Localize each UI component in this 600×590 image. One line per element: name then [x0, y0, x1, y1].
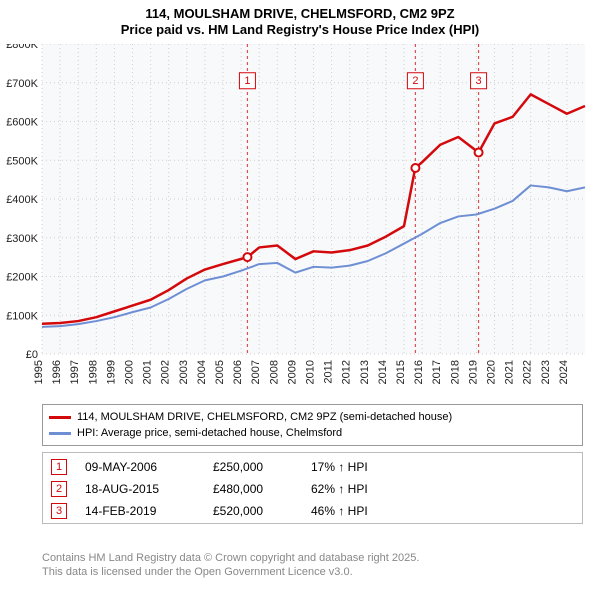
svg-text:2008: 2008 [268, 360, 280, 384]
attribution-footer: Contains HM Land Registry data © Crown c… [42, 552, 419, 580]
events-table: 1 09-MAY-2006 £250,000 17% ↑ HPI 2 18-AUG-201… [42, 452, 583, 524]
svg-text:2018: 2018 [449, 360, 461, 384]
svg-text:2009: 2009 [286, 360, 298, 384]
svg-text:3: 3 [476, 75, 482, 87]
title-line-2: Price paid vs. HM Land Registry's House … [0, 22, 600, 38]
svg-text:2004: 2004 [196, 360, 208, 384]
event-diff: 46% ↑ HPI [311, 504, 368, 518]
svg-text:1998: 1998 [87, 360, 99, 384]
legend: 114, MOULSHAM DRIVE, CHELMSFORD, CM2 9PZ… [42, 404, 583, 446]
footer-line-2: This data is licensed under the Open Gov… [42, 566, 419, 580]
svg-text:2021: 2021 [504, 360, 516, 384]
legend-label: 114, MOULSHAM DRIVE, CHELMSFORD, CM2 9PZ… [77, 409, 452, 425]
legend-item: HPI: Average price, semi-detached house,… [49, 425, 576, 441]
event-price: £520,000 [213, 504, 293, 518]
event-row: 1 09-MAY-2006 £250,000 17% ↑ HPI [51, 459, 574, 475]
svg-text:2014: 2014 [377, 360, 389, 384]
event-date: 09-MAY-2006 [85, 460, 195, 474]
event-row: 3 14-FEB-2019 £520,000 46% ↑ HPI [51, 503, 574, 519]
svg-text:2003: 2003 [178, 360, 190, 384]
svg-text:2000: 2000 [124, 360, 136, 384]
event-price: £480,000 [213, 482, 293, 496]
svg-text:2022: 2022 [522, 360, 534, 384]
event-diff: 17% ↑ HPI [311, 460, 368, 474]
svg-text:2024: 2024 [558, 360, 570, 384]
svg-text:2019: 2019 [467, 360, 479, 384]
svg-text:2023: 2023 [540, 360, 552, 384]
svg-text:2007: 2007 [250, 360, 262, 384]
svg-text:£500K: £500K [6, 155, 38, 167]
title-line-1: 114, MOULSHAM DRIVE, CHELMSFORD, CM2 9PZ [0, 6, 600, 22]
legend-swatch [49, 416, 71, 419]
svg-text:£700K: £700K [6, 78, 38, 90]
event-price: £250,000 [213, 460, 293, 474]
svg-text:2011: 2011 [323, 360, 335, 384]
svg-text:2: 2 [412, 75, 418, 87]
svg-text:£300K: £300K [6, 233, 38, 245]
svg-text:2001: 2001 [142, 360, 154, 384]
svg-text:£200K: £200K [6, 272, 38, 284]
legend-label: HPI: Average price, semi-detached house,… [77, 425, 342, 441]
event-date: 14-FEB-2019 [85, 504, 195, 518]
svg-text:2002: 2002 [160, 360, 172, 384]
event-marker: 3 [51, 503, 67, 519]
event-marker: 1 [51, 459, 67, 475]
svg-text:2015: 2015 [395, 360, 407, 384]
svg-text:2012: 2012 [341, 360, 353, 384]
svg-text:2013: 2013 [359, 360, 371, 384]
legend-item: 114, MOULSHAM DRIVE, CHELMSFORD, CM2 9PZ… [49, 409, 576, 425]
svg-text:2020: 2020 [486, 360, 498, 384]
svg-text:2006: 2006 [232, 360, 244, 384]
chart-title: 114, MOULSHAM DRIVE, CHELMSFORD, CM2 9PZ… [0, 0, 600, 39]
event-date: 18-AUG-2015 [85, 482, 195, 496]
footer-line-1: Contains HM Land Registry data © Crown c… [42, 552, 419, 566]
svg-text:£600K: £600K [6, 117, 38, 129]
svg-text:1997: 1997 [69, 360, 81, 384]
svg-text:2010: 2010 [305, 360, 317, 384]
event-diff: 62% ↑ HPI [311, 482, 368, 496]
svg-text:1999: 1999 [105, 360, 117, 384]
svg-text:£800K: £800K [6, 44, 38, 51]
svg-text:2017: 2017 [431, 360, 443, 384]
svg-text:1: 1 [244, 75, 250, 87]
price-chart: £0 £100K £200K £300K £400K £500K £600K £700K £80… [0, 44, 600, 406]
svg-text:2016: 2016 [413, 360, 425, 384]
svg-text:1996: 1996 [51, 360, 63, 384]
svg-text:£400K: £400K [6, 194, 38, 206]
legend-swatch [49, 432, 71, 435]
svg-text:1995: 1995 [33, 360, 45, 384]
event-marker: 2 [51, 481, 67, 497]
event-row: 2 18-AUG-2015 £480,000 62% ↑ HPI [51, 481, 574, 497]
svg-text:£0: £0 [26, 349, 38, 361]
svg-text:2005: 2005 [214, 360, 226, 384]
svg-text:£100K: £100K [6, 310, 38, 322]
